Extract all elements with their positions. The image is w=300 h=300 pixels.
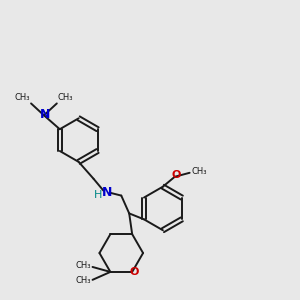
Text: CH₃: CH₃ (75, 262, 91, 271)
Text: CH₃: CH₃ (192, 167, 207, 176)
Text: O: O (171, 170, 180, 180)
Text: N: N (40, 108, 50, 121)
Text: O: O (130, 267, 139, 277)
Text: CH₃: CH₃ (15, 93, 30, 102)
Text: CH₃: CH₃ (75, 276, 91, 285)
Text: H: H (94, 190, 103, 200)
Text: CH₃: CH₃ (58, 93, 73, 102)
Text: N: N (102, 186, 112, 199)
